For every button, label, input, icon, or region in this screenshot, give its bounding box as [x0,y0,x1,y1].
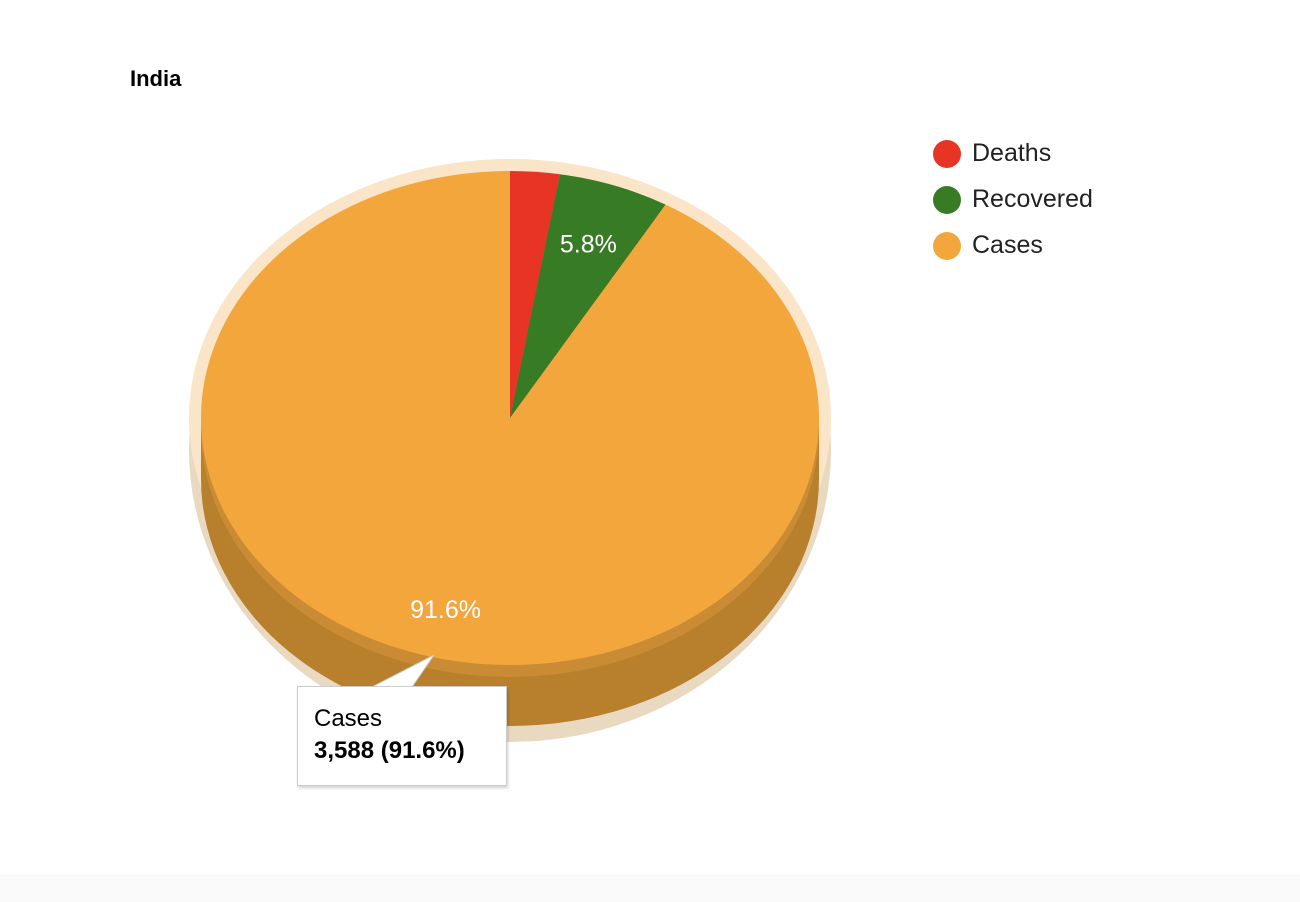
tooltip: Cases 3,588 (91.6%) [297,686,507,786]
pie-slice-cases[interactable] [201,171,820,665]
tooltip-value: 3,588 (91.6%) [314,737,465,764]
legend-item-deaths[interactable]: Deaths [933,138,1093,184]
tooltip-series-name: Cases [314,705,383,732]
legend-swatch-cases [933,232,961,260]
legend-swatch-recovered [933,186,961,214]
pie-side-wall [201,418,819,726]
legend-item-recovered[interactable]: Recovered [933,184,1093,230]
legend: Deaths Recovered Cases [933,138,1093,276]
legend-swatch-deaths [933,140,961,168]
slice-label-cases: 91.6% [410,596,481,624]
legend-label-cases: Cases [972,231,1043,259]
pie-slice-deaths[interactable] [510,171,560,418]
pie-slice-recovered[interactable] [510,174,666,418]
chart-title: India [130,66,182,91]
legend-label-recovered: Recovered [972,185,1093,213]
legend-label-deaths: Deaths [972,139,1052,167]
footer-band [0,874,1300,902]
slice-label-recovered: 5.8% [560,231,617,259]
legend-item-cases[interactable]: Cases [933,230,1093,276]
